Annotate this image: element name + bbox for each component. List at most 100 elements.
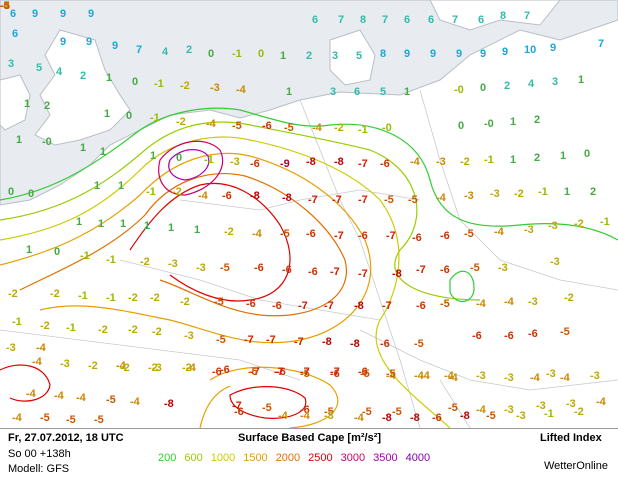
lifted-index-value: 1 <box>404 86 411 98</box>
lifted-index-value: -5 <box>300 368 310 380</box>
lifted-index-value: 1 <box>280 50 287 62</box>
lifted-index-value: -6 <box>528 328 538 340</box>
lifted-index-value: -2 <box>120 362 130 374</box>
lifted-index-value: -7 <box>358 268 368 280</box>
lifted-index-value: -3 <box>516 410 526 422</box>
lifted-index-value: -6 <box>250 158 260 170</box>
lifted-index-value: -6 <box>300 404 310 416</box>
model-name: Modell: GFS <box>8 463 70 475</box>
lifted-index-value: -4 <box>596 396 606 408</box>
lifted-index-value: 3 <box>330 86 337 98</box>
lifted-index-value: -7 <box>358 194 368 206</box>
lifted-index-value: -7 <box>330 366 340 378</box>
lifted-index-value: -7 <box>386 230 396 242</box>
lifted-index-value: -3 <box>476 370 486 382</box>
lifted-index-value: -0 <box>484 118 494 130</box>
lifted-index-value: -6 <box>272 300 282 312</box>
lifted-index-value: -4 <box>420 370 430 382</box>
lifted-index-value: 4 <box>162 46 169 58</box>
lifted-index-value: -3 <box>536 400 546 412</box>
lifted-index-value: 1 <box>120 218 127 230</box>
lifted-index-value: -1 <box>204 154 214 166</box>
lifted-index-value: -4 <box>300 410 310 422</box>
lifted-index-value: -6 <box>440 264 450 276</box>
lifted-index-value: -1 <box>150 112 160 124</box>
lifted-index-value: 0 <box>54 246 61 258</box>
lifted-index-value: -4 <box>354 412 364 424</box>
lifted-index-value: -7 <box>382 300 392 312</box>
lifted-index-value: -5 <box>284 122 294 134</box>
lifted-index-value: -3 <box>210 82 220 94</box>
lifted-index-value: -8 <box>350 338 360 350</box>
lifted-index-value: -1 <box>232 48 242 60</box>
lifted-index-value: -7 <box>358 158 368 170</box>
lifted-index-value: -6 <box>358 366 368 378</box>
lifted-index-value: -4 <box>504 296 514 308</box>
lifted-index-value: -2 <box>152 326 162 338</box>
lifted-index-value: 2 <box>504 80 511 92</box>
lifted-index-value: -5 <box>448 402 458 414</box>
lifted-index-value: -1 <box>146 186 156 198</box>
lifted-index-value: 1 <box>194 224 201 236</box>
cape-contours <box>0 107 618 428</box>
lifted-index-value: -3 <box>324 410 334 422</box>
lifted-index-value: 9 <box>430 48 437 60</box>
lifted-index-value: -2 <box>460 156 470 168</box>
scale-value: 1000 <box>210 452 236 464</box>
lifted-index-value: -3 <box>528 296 538 308</box>
lifted-index-value: 5 <box>356 50 363 62</box>
lifted-index-value: -6 <box>440 230 450 242</box>
lifted-index-value: -5 <box>0 0 10 12</box>
lifted-index-value: -6 <box>220 364 230 376</box>
lifted-index-value: -5 <box>66 414 76 426</box>
lifted-index-value: -1 <box>66 322 76 334</box>
lifted-index-value: 6 <box>354 86 361 98</box>
lifted-index-value: -7 <box>308 194 318 206</box>
landmass-ireland <box>0 74 31 131</box>
lifted-index-value: -5 <box>214 296 224 308</box>
lifted-index-value: 8 <box>500 10 507 22</box>
lifted-index-value: 1 <box>118 180 125 192</box>
lifted-index-value: 2 <box>80 70 87 82</box>
lifted-index-value: 5 <box>380 86 387 98</box>
lifted-index-value: -8 <box>306 156 316 168</box>
lifted-index-value: 1 <box>104 108 111 120</box>
lifted-index-value: -4 <box>206 118 216 130</box>
lifted-index-value: -4 <box>0 0 10 12</box>
lifted-index-value: -5 <box>414 338 424 350</box>
lifted-index-value: -6 <box>234 406 244 418</box>
lifted-index-value: -3 <box>498 262 508 274</box>
scale-value: 2500 <box>308 452 333 464</box>
lifted-index-value: -4 <box>560 372 570 384</box>
lifted-index-value: -3 <box>6 342 16 354</box>
lifted-index-value: -8 <box>460 410 470 422</box>
lifted-index-value: -4 <box>448 372 458 384</box>
lifted-index-value: 3 <box>552 76 559 88</box>
lifted-index-value: 7 <box>598 38 605 50</box>
lifted-index-value: -1 <box>106 254 116 266</box>
landmass-britain <box>34 29 131 146</box>
brand-logo: WetterOnline <box>544 460 608 472</box>
lifted-index-value: -2 <box>8 288 18 300</box>
lifted-index-value: -4 <box>54 390 64 402</box>
scale-value: 3000 <box>340 452 366 464</box>
lifted-index-value: -3 <box>550 256 560 268</box>
lifted-index-value: -2 <box>574 406 584 418</box>
lifted-index-value: -2 <box>40 320 50 332</box>
lifted-index-value: 7 <box>338 14 345 26</box>
lifted-index-value: -6 <box>254 262 264 274</box>
lifted-index-value: -6 <box>504 330 514 342</box>
lifted-index-value: 9 <box>550 42 557 54</box>
lifted-index-value: -2 <box>180 80 190 92</box>
lifted-index-value: 4 <box>56 66 63 78</box>
lifted-index-value: 1 <box>16 134 23 146</box>
lifted-index-value: -2 <box>182 362 192 374</box>
lifted-index-value: -4 <box>236 84 246 96</box>
lifted-index-value: 8 <box>380 48 387 60</box>
lifted-index-value: -7 <box>274 366 284 378</box>
lifted-index-value: -5 <box>464 228 474 240</box>
lifted-index-value: 9 <box>60 8 67 20</box>
lifted-index-value: -2 <box>128 292 138 304</box>
lifted-index-value: -2 <box>98 324 108 336</box>
lifted-index-value: -4 <box>444 370 454 382</box>
